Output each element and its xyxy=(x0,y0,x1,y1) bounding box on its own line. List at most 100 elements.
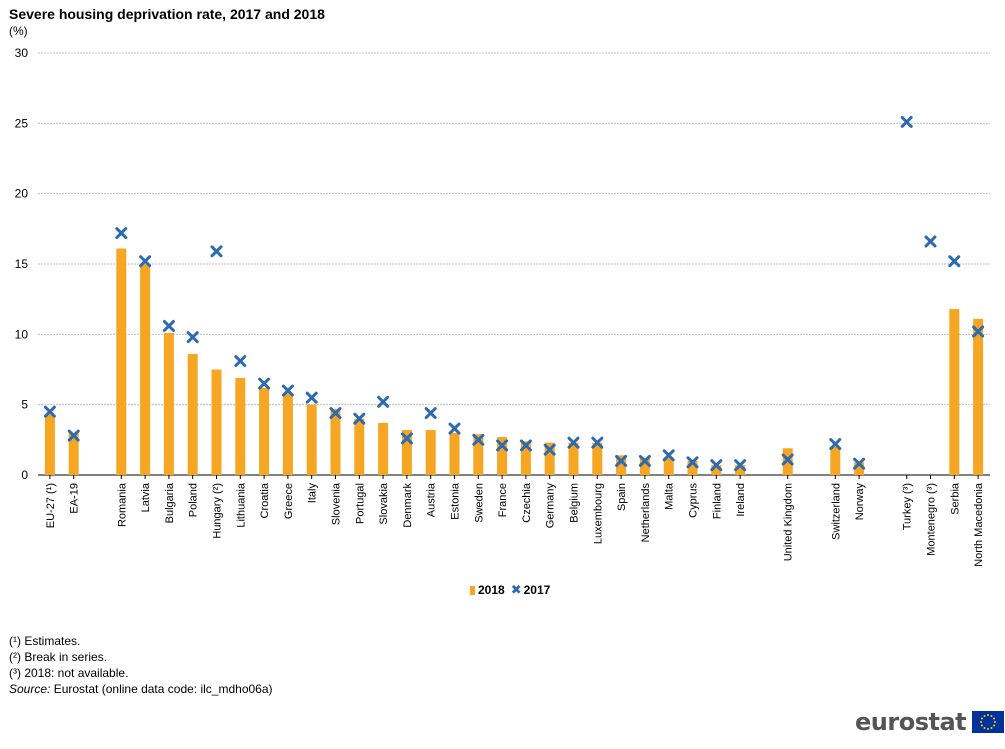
marker-2017 xyxy=(472,433,485,446)
marker-2017 xyxy=(972,325,985,338)
bar-2018 xyxy=(378,422,389,475)
source-label: Source: xyxy=(9,682,51,696)
bar-2018 xyxy=(116,248,127,475)
marker-2017 xyxy=(638,454,651,467)
x-tick-label: Ireland xyxy=(735,483,747,517)
bar-2018 xyxy=(544,442,555,475)
bar-2018 xyxy=(449,432,460,475)
bar-2018 xyxy=(497,437,508,475)
x-tick-label: Netherlands xyxy=(640,483,652,543)
y-tick-label: 10 xyxy=(15,327,29,341)
legend-item-2017[interactable]: ✖ 2017 xyxy=(511,582,551,598)
footnote-1: (¹) Estimates. xyxy=(9,634,81,648)
legend-bar-swatch xyxy=(470,585,475,595)
marker-2017 xyxy=(234,355,247,368)
marker-2017 xyxy=(186,331,199,344)
x-tick-label: Lithuania xyxy=(235,482,247,528)
footnote-2: (²) Break in series. xyxy=(9,650,108,664)
marker-2017 xyxy=(353,412,366,425)
marker-2017 xyxy=(400,432,413,445)
legend-label-2017: 2017 xyxy=(523,583,551,597)
marker-2017 xyxy=(448,422,461,435)
bar-2018 xyxy=(520,441,531,475)
marker-2017 xyxy=(115,227,128,240)
x-tick-label: EA-19 xyxy=(69,483,81,514)
bar-2018 xyxy=(592,442,603,475)
bar-2018 xyxy=(44,414,55,475)
bar-2018 xyxy=(639,458,650,475)
unit-label: (%) xyxy=(9,24,28,38)
marker-2017 xyxy=(496,439,509,452)
x-tick-label: Norway xyxy=(854,483,866,521)
bar-2018 xyxy=(663,458,674,475)
marker-2017 xyxy=(853,457,866,470)
bar-2018 xyxy=(235,377,246,475)
bar-2018 xyxy=(949,309,960,475)
x-tick-label: Finland xyxy=(711,483,723,519)
bar-2018 xyxy=(687,460,698,475)
x-tick-label: Sweden xyxy=(473,483,485,523)
x-tick-label: Cyprus xyxy=(688,483,700,518)
bar-2018 xyxy=(401,429,412,475)
bar-2018 xyxy=(306,404,317,475)
marker-2017 xyxy=(924,235,937,248)
bar-2018 xyxy=(830,446,841,475)
marker-2017 xyxy=(734,459,747,472)
x-tick-label: Spain xyxy=(616,483,628,511)
y-tick-label: 0 xyxy=(21,468,28,482)
bar-2018 xyxy=(711,465,722,475)
marker-2017 xyxy=(662,449,675,462)
marker-2017 xyxy=(900,115,913,128)
bar-2018 xyxy=(330,408,341,475)
bar-2018 xyxy=(187,354,198,475)
legend-item-2018[interactable]: 2018 xyxy=(470,583,505,597)
marker-2017 xyxy=(519,439,532,452)
x-tick-label: Latvia xyxy=(140,482,152,512)
marker-2017 xyxy=(591,436,604,449)
x-tick-label: Malta xyxy=(664,482,676,510)
marker-2017 xyxy=(781,453,794,466)
x-tick-label: Serbia xyxy=(949,482,961,515)
x-tick-label: Montenegro (³) xyxy=(926,483,938,556)
x-tick-label: Croatia xyxy=(259,482,271,518)
x-tick-label: Portugal xyxy=(354,483,366,524)
bar-2018 xyxy=(282,393,293,475)
marker-2017 xyxy=(543,443,556,456)
bar-2018 xyxy=(68,432,79,475)
y-tick-label: 5 xyxy=(21,398,28,412)
y-tick-label: 25 xyxy=(15,116,29,130)
x-tick-label: Romania xyxy=(116,482,128,527)
x-tick-label: Czechia xyxy=(521,482,533,523)
x-tick-label: Austria xyxy=(426,482,438,517)
x-tick-label: North Macedonia xyxy=(973,482,985,567)
x-tick-label: Luxembourg xyxy=(592,483,604,544)
x-tick-label: Switzerland xyxy=(830,483,842,540)
x-tick-label: Denmark xyxy=(402,483,414,528)
x-tick-label: Belgium xyxy=(569,483,581,523)
marker-2017 xyxy=(305,391,318,404)
bar-2018 xyxy=(425,429,436,475)
source-line: Source: Eurostat (online data code: ilc_… xyxy=(9,681,273,697)
marker-2017 xyxy=(377,395,390,408)
x-tick-label: EU-27 (¹) xyxy=(45,483,57,528)
marker-2017 xyxy=(424,407,437,420)
bar-2018 xyxy=(568,442,579,475)
marker-2017 xyxy=(615,454,628,467)
x-tick-label: Poland xyxy=(188,483,200,517)
bar-2018 xyxy=(211,369,222,475)
x-tick-label: Greece xyxy=(283,483,295,519)
marker-2017 xyxy=(258,377,271,390)
marker-2017 xyxy=(139,255,152,268)
x-tick-label: Turkey (³) xyxy=(902,483,914,530)
x-tick-label: Italy xyxy=(307,483,319,504)
source-text: Eurostat (online data code: ilc_mdho06a) xyxy=(53,682,273,696)
bar-2018 xyxy=(354,418,365,475)
x-tick-label: Bulgaria xyxy=(164,482,176,523)
marker-2017 xyxy=(829,438,842,451)
marker-2017 xyxy=(162,319,175,332)
legend: 2018 ✖ 2017 xyxy=(470,582,550,598)
marker-2017 xyxy=(567,436,580,449)
eu-flag-icon xyxy=(972,711,1005,733)
marker-2017 xyxy=(43,405,56,418)
marker-2017 xyxy=(686,456,699,469)
